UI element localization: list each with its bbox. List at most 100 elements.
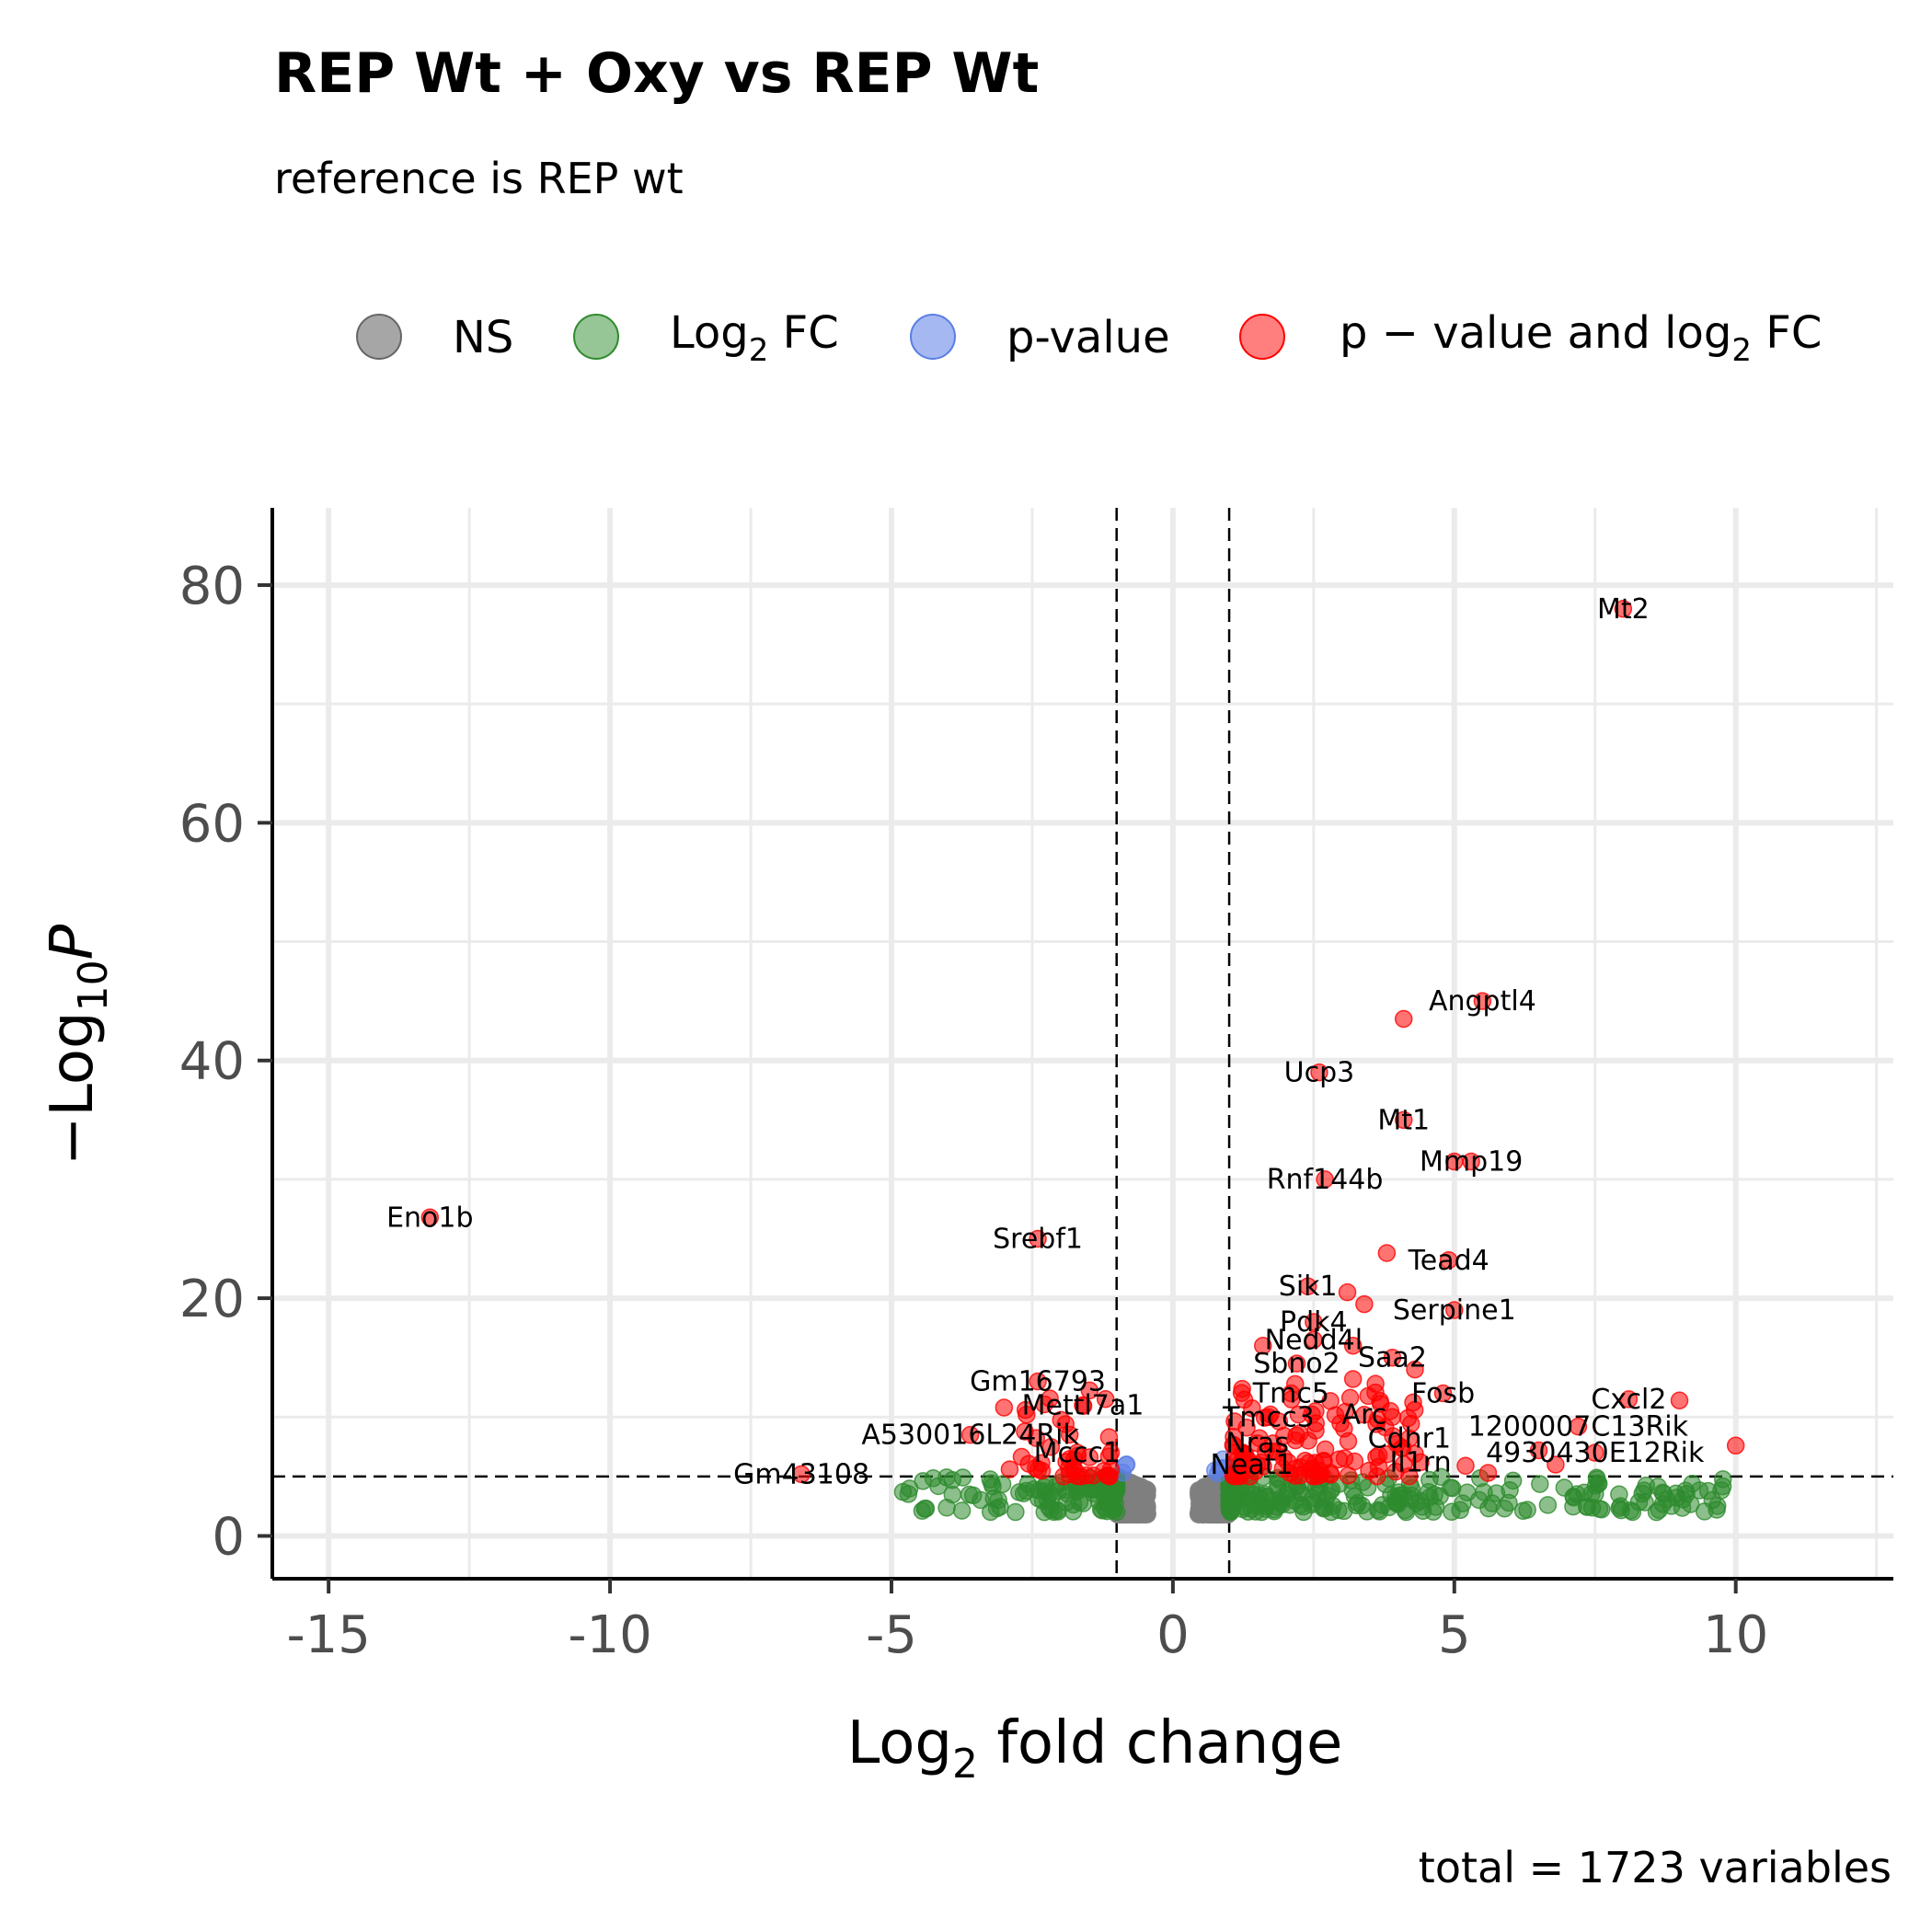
- point-fc: [1564, 1497, 1582, 1516]
- point-both: [1547, 1455, 1565, 1474]
- gene-label: Neat1: [1210, 1449, 1293, 1481]
- point-fc: [1586, 1476, 1605, 1495]
- point-fc: [1500, 1493, 1518, 1512]
- point-both: [1394, 1110, 1413, 1130]
- point-both: [1355, 1294, 1374, 1314]
- chart-title: REP Wt + Oxy vs REP Wt: [274, 41, 1039, 106]
- point-fc: [1636, 1493, 1654, 1512]
- point-both: [1041, 1438, 1061, 1456]
- point-fc: [900, 1479, 919, 1498]
- chart-subtitle: reference is REP wt: [274, 154, 684, 203]
- point-fc: [963, 1486, 983, 1505]
- point-both: [1456, 1456, 1475, 1476]
- point-fc: [1107, 1502, 1126, 1522]
- point-both: [1670, 1391, 1689, 1409]
- point-both: [1029, 1229, 1047, 1248]
- point-p: [1117, 1455, 1136, 1474]
- point-both: [1018, 1405, 1036, 1424]
- grid-minor: [272, 508, 1893, 1579]
- point-fc: [1256, 1485, 1275, 1504]
- gene-label: Pdk4: [1280, 1306, 1348, 1339]
- point-fc: [993, 1475, 1012, 1493]
- x-tick-label: 10: [1703, 1605, 1768, 1665]
- legend-swatch-p: [910, 314, 956, 360]
- point-both: [1000, 1460, 1019, 1478]
- point-both: [1068, 1443, 1087, 1462]
- point-fc: [1369, 1501, 1387, 1520]
- gene-label: Mccc1: [1034, 1437, 1121, 1469]
- legend-swatch-ns: [356, 314, 402, 360]
- data-points: [420, 600, 1745, 1524]
- point-both: [1035, 1395, 1053, 1414]
- point-fc: [1089, 1492, 1109, 1512]
- point-fc: [1649, 1478, 1667, 1496]
- point-both: [1473, 992, 1492, 1010]
- point-both: [1056, 1415, 1075, 1433]
- point-fc: [1469, 1490, 1489, 1510]
- point-both: [1585, 1443, 1604, 1462]
- legend-item-p: p-value: [910, 312, 1170, 363]
- legend-label-fc: Log2 FC: [670, 307, 839, 369]
- axes: [270, 508, 1893, 1581]
- gene-label: Tmcc3: [1222, 1401, 1315, 1433]
- point-fc: [1010, 1483, 1029, 1501]
- gene-label: Gm16793: [970, 1366, 1106, 1398]
- point-ns: [1200, 1504, 1218, 1523]
- point-fc: [981, 1502, 1000, 1522]
- x-tick-label: 5: [1438, 1605, 1471, 1665]
- gene-label: Gm43108: [733, 1458, 869, 1490]
- point-both: [1282, 1384, 1301, 1403]
- gene-label: Arc: [1342, 1399, 1387, 1432]
- y-axis-title: −Log10P: [39, 924, 117, 1166]
- point-both: [995, 1398, 1014, 1417]
- point-both: [1343, 1337, 1363, 1355]
- point-fc: [1420, 1488, 1439, 1507]
- point-both: [1316, 1170, 1334, 1189]
- point-both: [1726, 1436, 1745, 1455]
- gene-label: Serpine1: [1393, 1294, 1516, 1327]
- point-both: [1287, 1354, 1306, 1373]
- y-tick-label: 20: [179, 1270, 245, 1329]
- point-both: [1529, 1441, 1548, 1460]
- point-both: [1569, 1417, 1588, 1436]
- point-fc: [1386, 1488, 1405, 1506]
- point-fc: [953, 1468, 972, 1487]
- point-both: [1335, 1449, 1354, 1467]
- legend-item-fc: Log2 FC: [573, 307, 839, 369]
- point-fc: [943, 1485, 962, 1504]
- point-fc: [1610, 1499, 1628, 1517]
- gene-label: Sik1: [1279, 1271, 1338, 1303]
- gene-label: Mmp19: [1420, 1146, 1523, 1179]
- point-fc: [1271, 1494, 1290, 1512]
- point-fc: [1349, 1493, 1367, 1512]
- point-both: [1343, 1370, 1363, 1388]
- y-tick-label: 60: [179, 794, 245, 854]
- gene-label: Cxcl2: [1591, 1384, 1666, 1416]
- gene-label: Rnf144b: [1267, 1164, 1384, 1196]
- legend-swatch-fc: [573, 314, 619, 360]
- y-tick-label: 0: [212, 1507, 245, 1567]
- point-both: [420, 1208, 440, 1227]
- point-both: [1619, 1390, 1639, 1409]
- point-fc: [1252, 1502, 1271, 1522]
- point-both: [1254, 1337, 1272, 1355]
- point-both: [1394, 1009, 1413, 1029]
- gene-label: Srebf1: [993, 1224, 1083, 1256]
- point-both: [1400, 1429, 1419, 1448]
- point-both: [1355, 1405, 1374, 1424]
- point-fc: [1698, 1481, 1718, 1501]
- point-fc: [1713, 1477, 1732, 1496]
- y-tick-label: 80: [179, 557, 245, 616]
- legend-label-ns: NS: [453, 312, 513, 363]
- gene-label: Mettl7a1: [1022, 1389, 1144, 1421]
- point-both: [1406, 1360, 1424, 1379]
- point-fc: [1048, 1501, 1066, 1520]
- gene-label: Mt2: [1597, 593, 1650, 626]
- legend-item-ns: NS: [356, 312, 513, 363]
- gene-label: Eno1b: [386, 1202, 473, 1234]
- legend-item-both: p − value and log2 FC: [1239, 307, 1822, 369]
- point-both: [1225, 1467, 1244, 1486]
- point-fc: [1487, 1484, 1506, 1502]
- y-tick-label: 40: [179, 1032, 245, 1092]
- point-both: [1305, 1313, 1323, 1331]
